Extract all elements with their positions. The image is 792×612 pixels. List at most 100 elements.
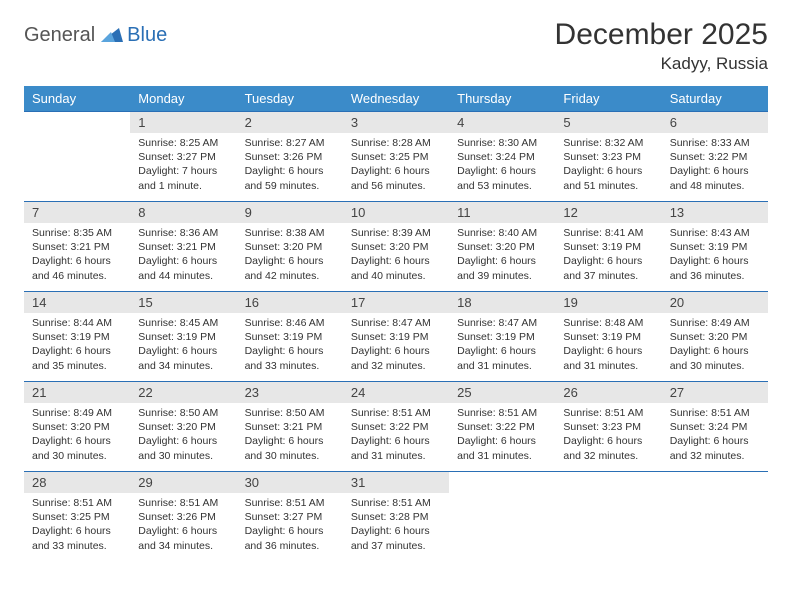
calendar-cell: 27Sunrise: 8:51 AMSunset: 3:24 PMDayligh… <box>662 382 768 472</box>
calendar-cell <box>24 112 130 202</box>
day-number: 8 <box>130 202 236 223</box>
day-daylight: Daylight: 6 hours and 32 minutes. <box>563 434 653 462</box>
day-sunrise: Sunrise: 8:41 AM <box>563 226 653 240</box>
day-sunrise: Sunrise: 8:48 AM <box>563 316 653 330</box>
day-number <box>24 112 130 118</box>
day-sunset: Sunset: 3:21 PM <box>138 240 228 254</box>
day-number: 2 <box>237 112 343 133</box>
day-sunset: Sunset: 3:28 PM <box>351 510 441 524</box>
day-number: 1 <box>130 112 236 133</box>
calendar-cell: 22Sunrise: 8:50 AMSunset: 3:20 PMDayligh… <box>130 382 236 472</box>
day-number: 3 <box>343 112 449 133</box>
calendar-cell: 23Sunrise: 8:50 AMSunset: 3:21 PMDayligh… <box>237 382 343 472</box>
calendar-body: 1Sunrise: 8:25 AMSunset: 3:27 PMDaylight… <box>24 112 768 562</box>
day-sunset: Sunset: 3:24 PM <box>457 150 547 164</box>
day-sunset: Sunset: 3:20 PM <box>670 330 760 344</box>
day-number: 30 <box>237 472 343 493</box>
calendar-cell: 16Sunrise: 8:46 AMSunset: 3:19 PMDayligh… <box>237 292 343 382</box>
day-sunset: Sunset: 3:19 PM <box>563 330 653 344</box>
day-daylight: Daylight: 6 hours and 51 minutes. <box>563 164 653 192</box>
calendar-cell: 11Sunrise: 8:40 AMSunset: 3:20 PMDayligh… <box>449 202 555 292</box>
calendar-cell: 9Sunrise: 8:38 AMSunset: 3:20 PMDaylight… <box>237 202 343 292</box>
day-sunset: Sunset: 3:20 PM <box>32 420 122 434</box>
day-content: Sunrise: 8:51 AMSunset: 3:23 PMDaylight:… <box>555 403 661 469</box>
calendar-week-row: 1Sunrise: 8:25 AMSunset: 3:27 PMDaylight… <box>24 112 768 202</box>
day-daylight: Daylight: 6 hours and 30 minutes. <box>670 344 760 372</box>
day-content: Sunrise: 8:47 AMSunset: 3:19 PMDaylight:… <box>449 313 555 379</box>
day-sunrise: Sunrise: 8:50 AM <box>245 406 335 420</box>
day-sunrise: Sunrise: 8:51 AM <box>563 406 653 420</box>
day-sunset: Sunset: 3:23 PM <box>563 420 653 434</box>
day-sunrise: Sunrise: 8:49 AM <box>670 316 760 330</box>
day-daylight: Daylight: 6 hours and 37 minutes. <box>351 524 441 552</box>
day-sunrise: Sunrise: 8:51 AM <box>457 406 547 420</box>
day-number: 5 <box>555 112 661 133</box>
day-sunrise: Sunrise: 8:43 AM <box>670 226 760 240</box>
calendar-cell: 3Sunrise: 8:28 AMSunset: 3:25 PMDaylight… <box>343 112 449 202</box>
day-sunrise: Sunrise: 8:44 AM <box>32 316 122 330</box>
day-content: Sunrise: 8:45 AMSunset: 3:19 PMDaylight:… <box>130 313 236 379</box>
day-daylight: Daylight: 6 hours and 32 minutes. <box>670 434 760 462</box>
day-daylight: Daylight: 6 hours and 56 minutes. <box>351 164 441 192</box>
day-number <box>662 472 768 478</box>
calendar-cell: 6Sunrise: 8:33 AMSunset: 3:22 PMDaylight… <box>662 112 768 202</box>
day-number: 24 <box>343 382 449 403</box>
day-daylight: Daylight: 6 hours and 34 minutes. <box>138 344 228 372</box>
calendar-cell: 1Sunrise: 8:25 AMSunset: 3:27 PMDaylight… <box>130 112 236 202</box>
day-daylight: Daylight: 6 hours and 30 minutes. <box>138 434 228 462</box>
day-content: Sunrise: 8:25 AMSunset: 3:27 PMDaylight:… <box>130 133 236 199</box>
calendar-cell: 24Sunrise: 8:51 AMSunset: 3:22 PMDayligh… <box>343 382 449 472</box>
day-sunrise: Sunrise: 8:30 AM <box>457 136 547 150</box>
day-sunset: Sunset: 3:19 PM <box>245 330 335 344</box>
day-sunset: Sunset: 3:19 PM <box>351 330 441 344</box>
day-sunrise: Sunrise: 8:51 AM <box>351 406 441 420</box>
day-sunset: Sunset: 3:24 PM <box>670 420 760 434</box>
day-sunset: Sunset: 3:20 PM <box>457 240 547 254</box>
day-daylight: Daylight: 6 hours and 42 minutes. <box>245 254 335 282</box>
day-content: Sunrise: 8:46 AMSunset: 3:19 PMDaylight:… <box>237 313 343 379</box>
day-daylight: Daylight: 6 hours and 46 minutes. <box>32 254 122 282</box>
day-content: Sunrise: 8:33 AMSunset: 3:22 PMDaylight:… <box>662 133 768 199</box>
day-sunset: Sunset: 3:19 PM <box>32 330 122 344</box>
day-number <box>555 472 661 478</box>
day-sunrise: Sunrise: 8:40 AM <box>457 226 547 240</box>
day-content: Sunrise: 8:44 AMSunset: 3:19 PMDaylight:… <box>24 313 130 379</box>
day-sunset: Sunset: 3:22 PM <box>457 420 547 434</box>
day-sunset: Sunset: 3:25 PM <box>351 150 441 164</box>
day-sunrise: Sunrise: 8:47 AM <box>457 316 547 330</box>
day-sunset: Sunset: 3:22 PM <box>670 150 760 164</box>
calendar-header-row: Sunday Monday Tuesday Wednesday Thursday… <box>24 86 768 112</box>
calendar-cell <box>662 472 768 562</box>
day-content: Sunrise: 8:51 AMSunset: 3:28 PMDaylight:… <box>343 493 449 559</box>
day-sunset: Sunset: 3:19 PM <box>138 330 228 344</box>
calendar-cell: 26Sunrise: 8:51 AMSunset: 3:23 PMDayligh… <box>555 382 661 472</box>
day-sunrise: Sunrise: 8:33 AM <box>670 136 760 150</box>
calendar-week-row: 28Sunrise: 8:51 AMSunset: 3:25 PMDayligh… <box>24 472 768 562</box>
weekday-thursday: Thursday <box>449 86 555 112</box>
day-content: Sunrise: 8:38 AMSunset: 3:20 PMDaylight:… <box>237 223 343 289</box>
day-content: Sunrise: 8:40 AMSunset: 3:20 PMDaylight:… <box>449 223 555 289</box>
day-content: Sunrise: 8:49 AMSunset: 3:20 PMDaylight:… <box>24 403 130 469</box>
day-number: 7 <box>24 202 130 223</box>
day-content: Sunrise: 8:51 AMSunset: 3:26 PMDaylight:… <box>130 493 236 559</box>
day-content: Sunrise: 8:30 AMSunset: 3:24 PMDaylight:… <box>449 133 555 199</box>
calendar-cell <box>555 472 661 562</box>
day-number: 9 <box>237 202 343 223</box>
calendar-cell: 10Sunrise: 8:39 AMSunset: 3:20 PMDayligh… <box>343 202 449 292</box>
day-number: 15 <box>130 292 236 313</box>
calendar-cell: 31Sunrise: 8:51 AMSunset: 3:28 PMDayligh… <box>343 472 449 562</box>
calendar-cell: 18Sunrise: 8:47 AMSunset: 3:19 PMDayligh… <box>449 292 555 382</box>
day-daylight: Daylight: 6 hours and 35 minutes. <box>32 344 122 372</box>
day-daylight: Daylight: 6 hours and 31 minutes. <box>351 434 441 462</box>
day-sunrise: Sunrise: 8:51 AM <box>245 496 335 510</box>
day-number: 29 <box>130 472 236 493</box>
day-number: 26 <box>555 382 661 403</box>
day-number: 27 <box>662 382 768 403</box>
day-daylight: Daylight: 6 hours and 30 minutes. <box>32 434 122 462</box>
calendar-cell: 29Sunrise: 8:51 AMSunset: 3:26 PMDayligh… <box>130 472 236 562</box>
logo-mark-icon <box>101 24 123 47</box>
day-sunrise: Sunrise: 8:36 AM <box>138 226 228 240</box>
calendar-cell: 12Sunrise: 8:41 AMSunset: 3:19 PMDayligh… <box>555 202 661 292</box>
day-content: Sunrise: 8:49 AMSunset: 3:20 PMDaylight:… <box>662 313 768 379</box>
day-daylight: Daylight: 6 hours and 39 minutes. <box>457 254 547 282</box>
